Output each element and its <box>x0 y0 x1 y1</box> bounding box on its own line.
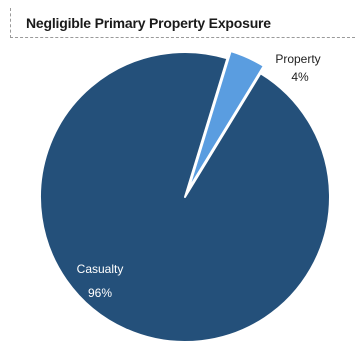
slice-name-label-casualty: Casualty <box>77 262 124 276</box>
pie-labels: Casualty 96% Property 4% <box>77 52 321 300</box>
pie-slice-property <box>187 50 265 191</box>
slice-value-label-casualty: 96% <box>88 286 112 300</box>
chart-title-box: Negligible Primary Property Exposure <box>10 8 355 38</box>
slice-name-label-property: Property <box>275 52 320 66</box>
slice-value-label-property: 4% <box>291 70 309 84</box>
chart-title: Negligible Primary Property Exposure <box>26 14 271 31</box>
pie-slice-casualty <box>39 51 331 343</box>
pie-slices <box>39 50 331 343</box>
